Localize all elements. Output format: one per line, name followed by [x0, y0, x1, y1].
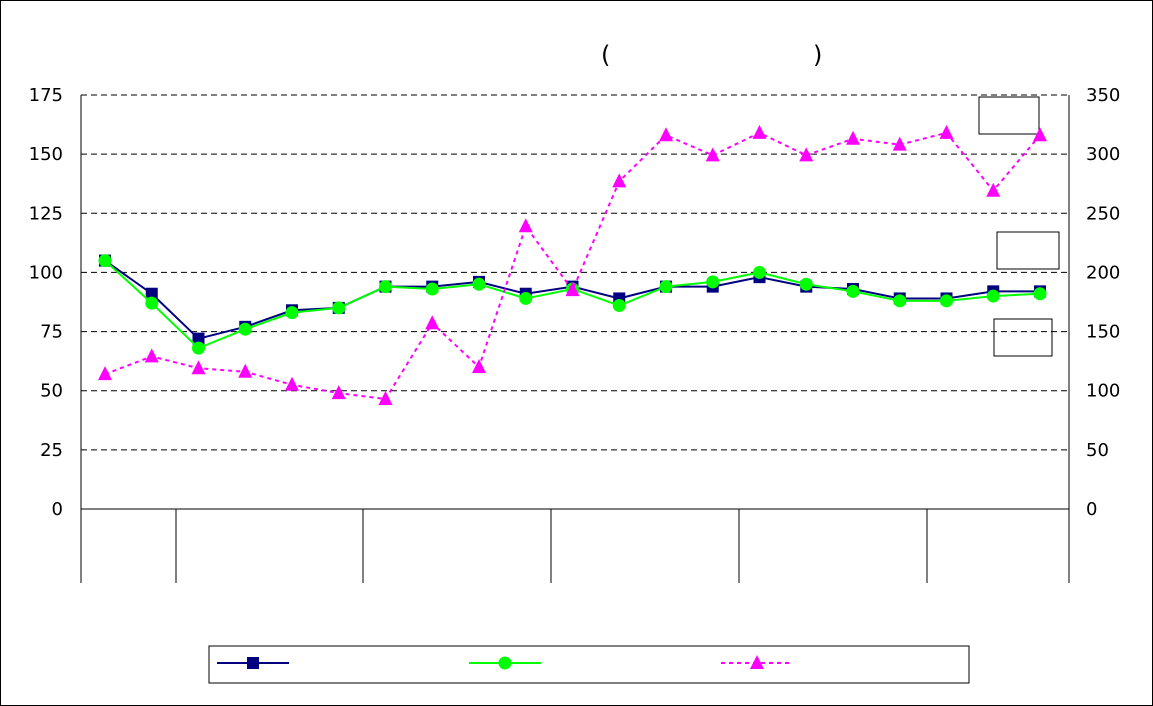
data-point: [145, 296, 159, 310]
data-point: [750, 655, 764, 669]
y-left-tick-label: 125: [29, 203, 63, 224]
data-point: [192, 341, 205, 355]
data-point: [498, 656, 512, 670]
y-right-tick-label: 0: [1086, 499, 1097, 520]
y-right-tick-label: 300: [1086, 144, 1120, 165]
y-left-tick-label: 0: [52, 499, 63, 520]
data-point: [247, 657, 259, 669]
data-point: [425, 282, 439, 296]
category-axis-table: [175, 509, 928, 583]
data-point: [238, 363, 253, 378]
legend-box: [208, 645, 970, 684]
y-left-tick-label: 175: [29, 85, 63, 106]
annotation-box-bottom: [993, 318, 1053, 357]
axes: [80, 95, 1070, 583]
y-right-tick-label: 50: [1086, 440, 1109, 461]
legend-entry-3: [721, 655, 793, 669]
data-point: [98, 254, 112, 268]
data-point: [846, 284, 860, 298]
data-point: [892, 136, 907, 151]
data-point: [192, 332, 205, 345]
data-point: [612, 299, 626, 313]
data-point: [659, 280, 673, 294]
data-point: [379, 280, 392, 294]
data-point: [986, 289, 1000, 303]
y-right-tick-label: 100: [1086, 381, 1120, 402]
data-point: [940, 294, 953, 308]
data-point: [425, 315, 440, 330]
data-point: [518, 218, 533, 233]
data-point: [285, 306, 299, 320]
y-left-tick-label: 50: [40, 381, 63, 402]
y-left-tick-label: 100: [29, 262, 63, 283]
y-right-tick-label: 200: [1086, 262, 1120, 283]
data-point: [612, 173, 627, 188]
series-lines: [98, 124, 1047, 405]
data-point: [238, 322, 252, 336]
data-point: [145, 287, 158, 300]
y-left-tick-label: 75: [40, 322, 63, 343]
data-point: [519, 291, 533, 305]
y-right-tick-label: 250: [1086, 203, 1120, 224]
data-point: [332, 301, 346, 315]
data-point: [753, 265, 766, 279]
y-left-tick-label: 25: [40, 440, 63, 461]
y-left-tick-label: 150: [29, 144, 63, 165]
data-point: [472, 277, 486, 291]
series-2: [98, 254, 1047, 355]
data-point: [331, 385, 346, 400]
annotation-box-top: [978, 96, 1040, 135]
data-point: [378, 390, 393, 405]
data-point: [565, 282, 580, 297]
chart-title-open-paren: (: [601, 41, 610, 69]
annotation-box-middle: [996, 231, 1060, 270]
legend-entry-2: [469, 656, 541, 670]
data-point: [98, 366, 112, 381]
legend: [217, 655, 793, 670]
data-point: [144, 348, 159, 363]
series-line: [104, 131, 1041, 401]
data-point: [1033, 127, 1047, 142]
data-point: [285, 376, 299, 391]
data-point: [706, 275, 720, 289]
data-point: [799, 277, 813, 291]
series-3: [98, 124, 1047, 405]
gridlines: [81, 94, 1069, 451]
y-right-tick-label: 350: [1086, 85, 1120, 106]
chart-title-close-paren: ): [813, 41, 822, 69]
data-point: [472, 359, 486, 374]
data-point: [893, 294, 907, 308]
data-point: [705, 147, 720, 162]
legend-entry-1: [217, 657, 289, 669]
data-point: [1033, 287, 1047, 301]
data-point: [986, 182, 1001, 197]
data-point: [659, 127, 673, 142]
data-point: [191, 360, 206, 375]
data-point: [846, 130, 860, 145]
y-right-tick-label: 150: [1086, 322, 1120, 343]
tick-labels: 0 25 50 75 100 125 150 175 0 50 100 150 200 250 300 350: [29, 85, 1121, 520]
data-point: [799, 147, 814, 162]
data-point: [939, 124, 954, 139]
data-point: [752, 124, 767, 139]
